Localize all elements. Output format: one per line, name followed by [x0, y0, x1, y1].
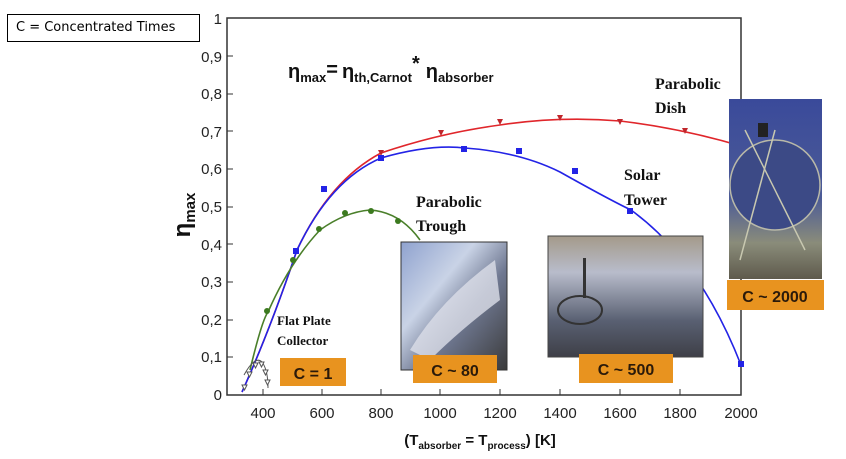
badge-tower: [579, 354, 673, 383]
annotation-parabolic-dish: Parabolic Dish C ~ 2000: [655, 76, 824, 310]
y-axis-ticks: 0 0,1 0,2 0,3 0,4 0,5 0,6 0,7 0,8 0,9 1: [201, 11, 222, 404]
svg-text:400: 400: [250, 405, 275, 422]
svg-text:1000: 1000: [423, 405, 456, 422]
svg-text:Parabolic: Parabolic: [655, 76, 721, 93]
svg-text:Tower: Tower: [624, 192, 667, 209]
annotation-parabolic-trough: Parabolic Trough C ~ 80: [400, 194, 508, 383]
svg-text:2000: 2000: [724, 405, 757, 422]
annotation-flat-plate: Flat Plate Collector C = 1: [277, 313, 346, 386]
svg-text:800: 800: [368, 405, 393, 422]
svg-text:0,7: 0,7: [201, 124, 222, 141]
svg-text:0,6: 0,6: [201, 161, 222, 178]
y-tick-marks: [227, 55, 233, 358]
svg-text:Parabolic: Parabolic: [416, 194, 482, 211]
svg-text:1400: 1400: [543, 405, 576, 422]
series-flat-plate: [241, 359, 271, 392]
series-parabolic-trough: [249, 208, 421, 371]
concentration-legend-note: C = Concentrated Times: [7, 14, 200, 42]
formula: ηmax= ηth,Carnot* ηabsorber: [288, 53, 494, 85]
svg-text:1200: 1200: [483, 405, 516, 422]
badge-flat-plate: [280, 358, 346, 386]
svg-text:Flat Plate: Flat Plate: [277, 313, 331, 328]
svg-text:0,5: 0,5: [201, 199, 222, 216]
x-axis-ticks: 400 600 800 1000 1200 1400 1600 1800 200…: [250, 405, 757, 422]
x-axis-label: (Tabsorber = Tprocess) [K]: [404, 432, 556, 452]
svg-text:Trough: Trough: [416, 218, 466, 235]
svg-text:0,3: 0,3: [201, 274, 222, 291]
annotation-solar-tower: Solar Tower C ~ 500: [547, 167, 704, 383]
svg-text:0: 0: [214, 387, 222, 404]
badge-dish: [727, 280, 824, 310]
svg-text:0,9: 0,9: [201, 49, 222, 66]
svg-text:Dish: Dish: [655, 100, 686, 117]
svg-text:1800: 1800: [663, 405, 696, 422]
svg-text:Solar: Solar: [624, 167, 660, 184]
x-tick-marks: [262, 389, 681, 395]
svg-text:1: 1: [214, 11, 222, 28]
svg-text:600: 600: [309, 405, 334, 422]
svg-text:1600: 1600: [603, 405, 636, 422]
svg-text:C = 1: C = 1: [294, 366, 333, 383]
svg-text:C ~ 80: C ~ 80: [431, 363, 479, 380]
svg-text:C ~ 500: C ~ 500: [598, 362, 655, 379]
svg-text:0,1: 0,1: [201, 349, 222, 366]
svg-text:Collector: Collector: [277, 333, 328, 348]
y-axis-label: ηmax: [169, 192, 199, 237]
svg-text:0,8: 0,8: [201, 86, 222, 103]
svg-text:0,2: 0,2: [201, 312, 222, 329]
svg-text:0,4: 0,4: [201, 237, 222, 254]
badge-trough: [413, 355, 497, 383]
svg-text:C ~ 2000: C ~ 2000: [742, 289, 807, 306]
